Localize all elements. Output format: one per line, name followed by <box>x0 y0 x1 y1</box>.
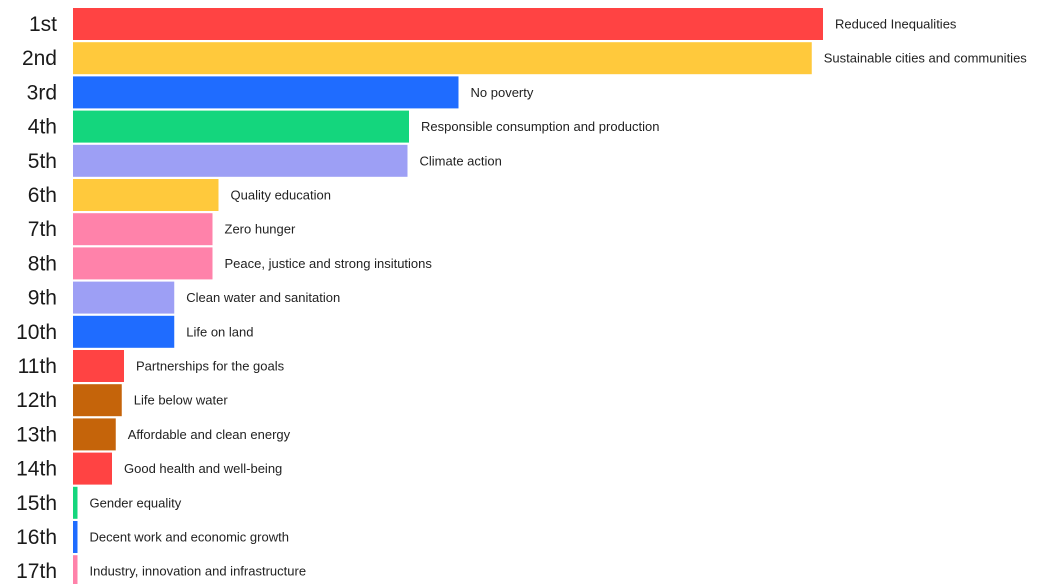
category-label: Peace, justice and strong insitutions <box>225 256 433 271</box>
category-label: Responsible consumption and production <box>421 119 660 134</box>
rank-label: 2nd <box>22 47 57 70</box>
bar <box>73 76 459 109</box>
rank-label: 3rd <box>27 81 57 104</box>
bar <box>73 144 408 177</box>
bar <box>73 213 213 246</box>
category-label: Zero hunger <box>225 222 296 237</box>
category-label: Sustainable cities and communities <box>824 51 1028 66</box>
category-label: Gender equality <box>90 495 182 510</box>
bars-group: 1st Reduced Inequalities 2nd Sustainable ci… <box>16 8 1027 584</box>
rank-label: 8th <box>28 252 57 275</box>
category-label: Quality education <box>231 188 331 203</box>
category-label: Clean water and sanitation <box>186 290 340 305</box>
bar <box>73 384 122 417</box>
category-label: Good health and well-being <box>124 461 282 476</box>
category-label: Affordable and clean energy <box>128 427 291 442</box>
rank-label: 6th <box>28 184 57 207</box>
rank-label: 16th <box>16 526 57 549</box>
rank-label: 14th <box>16 458 57 481</box>
bar <box>73 110 409 143</box>
bar <box>73 179 219 211</box>
bar <box>73 42 812 75</box>
category-label: Life below water <box>134 393 229 408</box>
category-label: Climate action <box>420 153 502 168</box>
rank-label: 11th <box>18 355 57 378</box>
category-label: No poverty <box>471 85 534 100</box>
rank-label: 1st <box>29 13 57 36</box>
bar <box>73 452 112 485</box>
bar <box>73 350 124 382</box>
category-label: Decent work and economic growth <box>90 530 289 545</box>
category-label: Life on land <box>186 324 253 339</box>
rank-label: 9th <box>28 287 57 310</box>
bar <box>73 281 175 314</box>
rank-label: 15th <box>16 492 57 515</box>
category-label: Industry, innovation and infrastructure <box>90 564 307 579</box>
rank-label: 13th <box>16 423 57 446</box>
category-label: Reduced Inequalities <box>835 17 957 32</box>
rank-label: 12th <box>16 389 57 412</box>
bar <box>73 521 78 553</box>
rank-label: 10th <box>16 321 57 344</box>
rank-label: 17th <box>16 560 57 583</box>
category-label: Partnerships for the goals <box>136 359 285 374</box>
bar <box>73 418 116 451</box>
bar <box>73 247 213 280</box>
bar <box>73 555 78 584</box>
bar <box>73 8 823 40</box>
rank-label: 4th <box>28 116 57 139</box>
bar <box>73 315 175 348</box>
rank-label: 7th <box>28 218 57 241</box>
bar <box>73 486 78 519</box>
rank-label: 5th <box>28 150 57 173</box>
